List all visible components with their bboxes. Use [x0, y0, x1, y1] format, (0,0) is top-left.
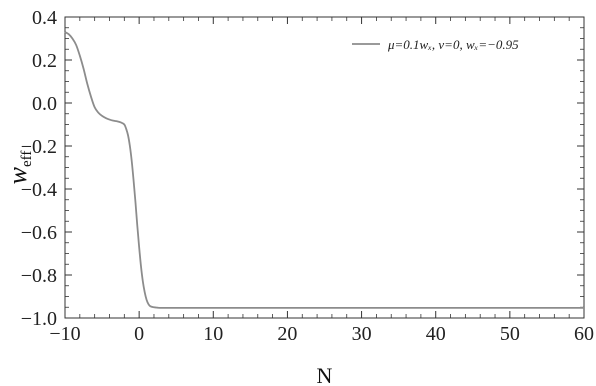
y-tick-label: 0.2 [32, 50, 57, 72]
legend-label: μ=0.1wₓ, ν=0, wₓ=−0.95 [387, 37, 519, 52]
series-group [64, 31, 584, 309]
y-tick-label: 0.4 [32, 7, 57, 29]
y-tick-label: −0.4 [21, 179, 57, 201]
y-tick-label: −1.0 [21, 308, 57, 330]
x-axis-title: N [317, 363, 333, 386]
y-axis-title: weff [3, 151, 35, 185]
x-tick-label: 0 [134, 323, 144, 345]
tick-labels: −10 0 10 20 30 40 50 60 0.4 0.2 0.0 −0.2 −0.4 −0.6 −0.… [21, 7, 594, 345]
x-tick-label: 30 [352, 323, 372, 345]
x-tick-label: −10 [49, 323, 80, 345]
x-tick-label: 50 [500, 323, 520, 345]
series-line [64, 31, 584, 309]
axis-ticks [64, 16, 585, 319]
x-tick-label: 60 [574, 323, 594, 345]
x-tick-label: 40 [426, 323, 446, 345]
plot-frame [64, 16, 585, 319]
y-tick-label: −0.8 [21, 265, 57, 287]
x-tick-label: 10 [203, 323, 223, 345]
plot-area [64, 16, 585, 319]
y-tick-label: 0.0 [32, 93, 57, 115]
x-tick-label: 20 [277, 323, 297, 345]
y-axis-title-subscript: eff [19, 151, 35, 167]
y-tick-label: −0.2 [21, 136, 57, 158]
legend: μ=0.1wₓ, ν=0, wₓ=−0.95 [352, 37, 519, 52]
y-axis-title-base: w [3, 166, 32, 184]
y-tick-label: −0.6 [21, 222, 57, 244]
